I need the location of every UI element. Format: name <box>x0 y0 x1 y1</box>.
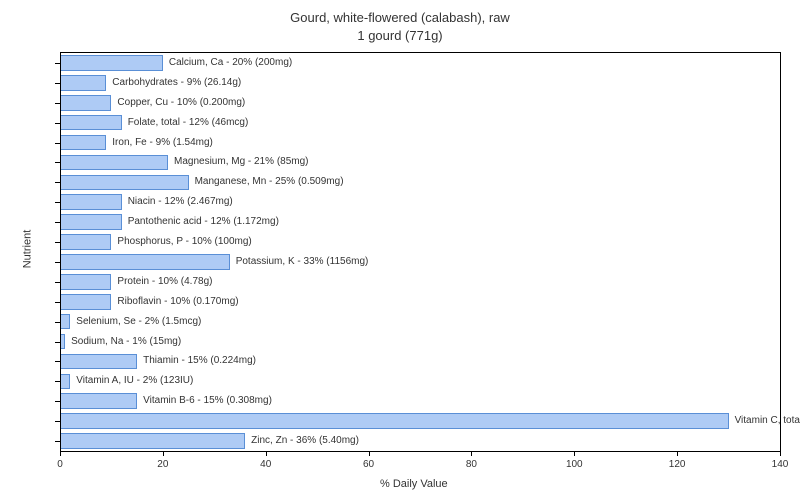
bar <box>60 374 70 390</box>
bar <box>60 314 70 330</box>
bar <box>60 214 122 230</box>
bar-label: Folate, total - 12% (46mcg) <box>128 117 249 128</box>
bar <box>60 433 245 449</box>
x-tick <box>369 451 370 456</box>
bar <box>60 155 168 171</box>
x-tick <box>266 451 267 456</box>
chart-container: Gourd, white-flowered (calabash), raw 1 … <box>0 0 800 500</box>
x-tick-label: 140 <box>765 459 795 470</box>
bar-label: Magnesium, Mg - 21% (85mg) <box>174 156 309 167</box>
bar-label: Carbohydrates - 9% (26.14g) <box>112 77 241 88</box>
x-tick <box>574 451 575 456</box>
bar-label: Iron, Fe - 9% (1.54mg) <box>112 137 213 148</box>
bar-label: Vitamin C, total ascorbic acid - 130% (7… <box>735 415 800 426</box>
y-axis-line <box>60 53 61 451</box>
bar-label: Vitamin A, IU - 2% (123IU) <box>76 375 193 386</box>
x-tick-label: 0 <box>45 459 75 470</box>
bar-label: Phosphorus, P - 10% (100mg) <box>117 236 251 247</box>
x-axis-label: % Daily Value <box>380 478 448 490</box>
bar <box>60 354 137 370</box>
x-tick-label: 20 <box>148 459 178 470</box>
bar <box>60 234 111 250</box>
x-tick-label: 80 <box>456 459 486 470</box>
bar-label: Zinc, Zn - 36% (5.40mg) <box>251 435 359 446</box>
bar <box>60 135 106 151</box>
x-tick <box>471 451 472 456</box>
chart-title-line1: Gourd, white-flowered (calabash), raw <box>0 10 800 25</box>
bar <box>60 55 163 71</box>
x-tick <box>163 451 164 456</box>
bar <box>60 254 230 270</box>
bar <box>60 393 137 409</box>
bar <box>60 194 122 210</box>
bar <box>60 115 122 131</box>
bar <box>60 95 111 111</box>
bar-label: Manganese, Mn - 25% (0.509mg) <box>195 176 344 187</box>
bar-label: Vitamin B-6 - 15% (0.308mg) <box>143 395 272 406</box>
bar <box>60 294 111 310</box>
chart-title-line2: 1 gourd (771g) <box>0 28 800 43</box>
bar <box>60 274 111 290</box>
x-tick-label: 100 <box>559 459 589 470</box>
bar-label: Copper, Cu - 10% (0.200mg) <box>117 97 245 108</box>
bar-label: Thiamin - 15% (0.224mg) <box>143 355 256 366</box>
x-tick-label: 120 <box>662 459 692 470</box>
x-axis-line <box>60 451 780 452</box>
bar-label: Protein - 10% (4.78g) <box>117 276 212 287</box>
bar-label: Pantothenic acid - 12% (1.172mg) <box>128 216 279 227</box>
bar-label: Sodium, Na - 1% (15mg) <box>71 336 181 347</box>
bar <box>60 413 729 429</box>
bar <box>60 75 106 91</box>
bar-label: Potassium, K - 33% (1156mg) <box>236 256 369 267</box>
x-tick <box>677 451 678 456</box>
bar-label: Niacin - 12% (2.467mg) <box>128 196 233 207</box>
bar <box>60 175 189 191</box>
x-tick-label: 40 <box>251 459 281 470</box>
y-axis-label: Nutrient <box>21 230 33 269</box>
bar-label: Calcium, Ca - 20% (200mg) <box>169 57 292 68</box>
bar-label: Selenium, Se - 2% (1.5mcg) <box>76 316 201 327</box>
x-tick <box>780 451 781 456</box>
x-tick <box>60 451 61 456</box>
bar-label: Riboflavin - 10% (0.170mg) <box>117 296 238 307</box>
plot-area: Calcium, Ca - 20% (200mg) Carbohydrates -… <box>60 52 781 451</box>
x-tick-label: 60 <box>354 459 384 470</box>
